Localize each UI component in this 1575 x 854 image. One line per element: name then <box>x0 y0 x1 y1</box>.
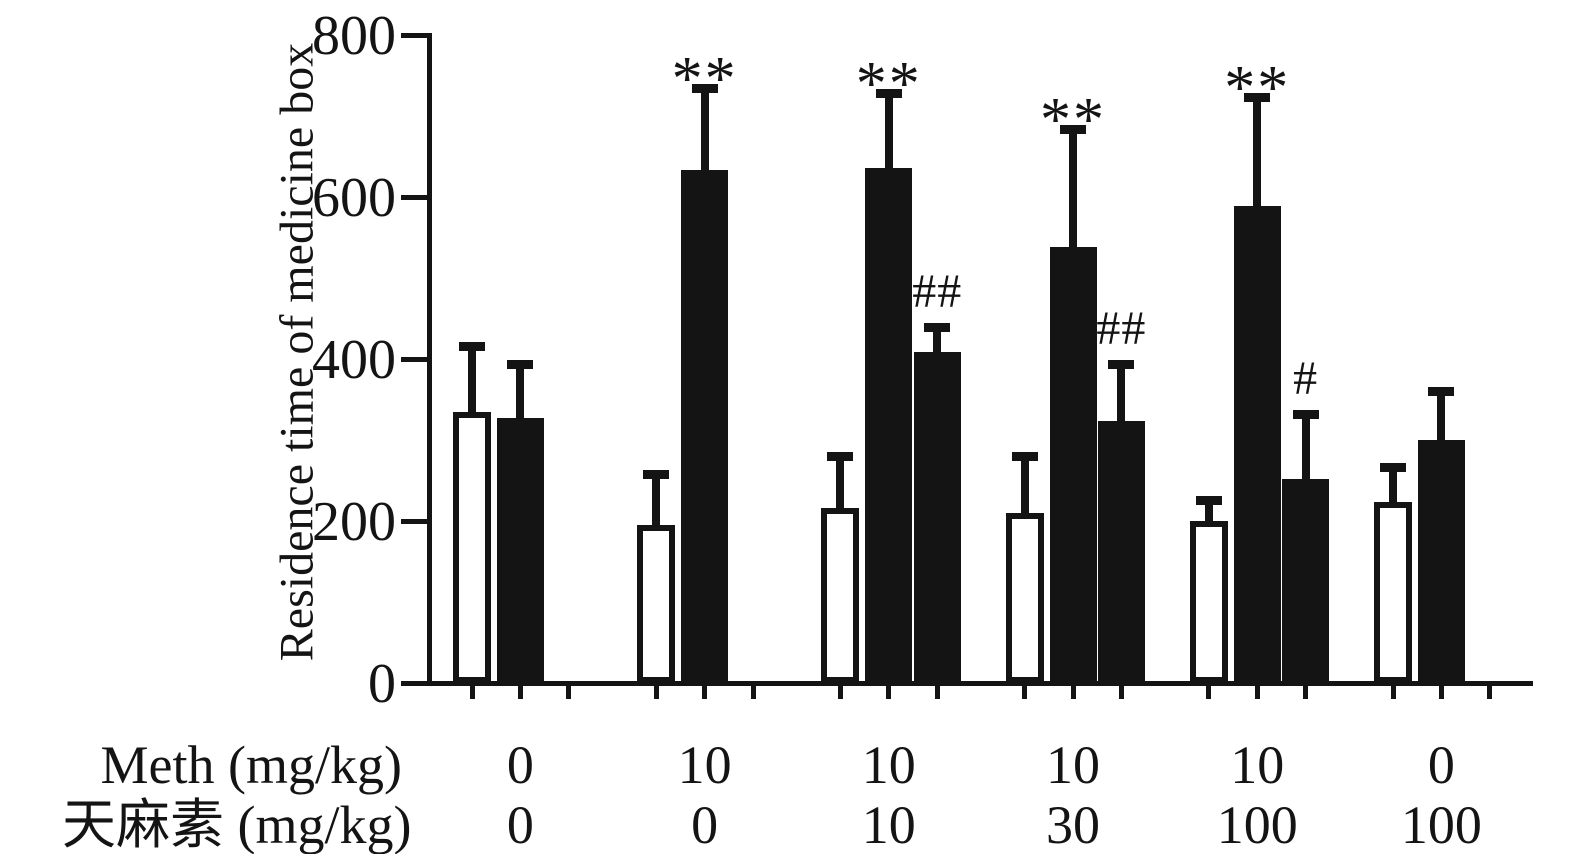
x-tick <box>886 686 892 699</box>
dose-row-label-meth: Meth (mg/kg) <box>100 735 402 795</box>
bar-solid <box>681 170 729 683</box>
bar-solid <box>1282 478 1330 683</box>
bar-solid <box>1417 440 1465 683</box>
y-tick-label: 600 <box>312 167 396 229</box>
error-bar-line <box>1069 124 1077 252</box>
error-bar-cap <box>827 452 854 462</box>
dose-value: 10 <box>861 735 916 795</box>
bar-open <box>821 508 860 683</box>
x-tick <box>1254 686 1260 699</box>
error-bar-cap <box>1292 410 1319 420</box>
y-axis-line <box>427 33 432 686</box>
dose-value: 10 <box>861 795 916 854</box>
dose-value: 10 <box>1046 735 1100 795</box>
x-tick <box>1070 686 1076 699</box>
x-tick <box>750 686 756 699</box>
bar-solid <box>496 418 544 683</box>
x-tick <box>1118 686 1124 699</box>
dose-value: 100 <box>1216 795 1298 854</box>
y-tick <box>401 194 427 200</box>
x-tick <box>1022 686 1028 699</box>
error-bar-cap <box>1108 359 1135 369</box>
y-tick <box>401 680 427 686</box>
error-bar-line <box>1020 452 1029 517</box>
error-bar-cap <box>1244 93 1271 103</box>
y-tick-label: 800 <box>312 5 396 67</box>
bar-solid <box>913 351 961 683</box>
error-bar-line <box>1437 387 1446 444</box>
bar-solid <box>1233 205 1281 683</box>
bar-solid <box>1049 247 1097 683</box>
dose-value: 0 <box>506 795 534 854</box>
dose-value: 100 <box>1400 795 1482 854</box>
bar-solid <box>865 167 913 683</box>
dose-value: 10 <box>1230 735 1285 795</box>
significance-asterisks: ** <box>1224 54 1291 123</box>
x-tick <box>837 686 843 699</box>
error-bar-cap <box>875 89 902 99</box>
error-bar-cap <box>1060 124 1086 134</box>
significance-asterisks: ** <box>855 50 922 119</box>
error-bar-cap <box>1195 495 1222 505</box>
y-tick <box>401 32 427 38</box>
error-bar-line <box>1301 410 1310 483</box>
error-bar-line <box>1204 495 1213 525</box>
x-tick <box>469 686 475 699</box>
error-bar-cap <box>691 83 718 93</box>
error-bar-line <box>468 341 476 416</box>
x-tick <box>566 686 572 699</box>
y-tick <box>401 356 427 362</box>
error-bar-line <box>1117 359 1126 426</box>
bar-open <box>453 411 491 683</box>
x-tick <box>934 686 940 699</box>
bar-solid <box>1097 421 1145 683</box>
dose-value: 0 <box>1427 735 1455 795</box>
x-tick <box>1438 686 1444 699</box>
bar-open <box>1374 502 1412 683</box>
significance-hash: ## <box>1096 301 1147 355</box>
error-bar-cap <box>507 359 534 369</box>
x-tick <box>517 686 523 699</box>
y-tick-label: 0 <box>368 653 396 715</box>
significance-asterisks: ** <box>1040 85 1106 154</box>
significance-hash: ## <box>912 265 963 319</box>
error-bar-line <box>652 469 661 530</box>
x-tick <box>1390 686 1396 699</box>
error-bar-line <box>1389 462 1397 507</box>
error-bar-line <box>700 83 709 175</box>
x-tick <box>702 686 708 699</box>
error-bar-cap <box>1011 452 1038 462</box>
x-tick <box>1487 686 1493 699</box>
error-bar-cap <box>1380 462 1406 472</box>
significance-asterisks: ** <box>671 44 738 113</box>
error-bar-line <box>933 323 942 356</box>
bar-open <box>1189 521 1228 683</box>
error-bar-line <box>516 359 525 423</box>
error-bar-cap <box>924 323 951 333</box>
x-tick <box>1206 686 1212 699</box>
error-bar-cap <box>459 341 485 351</box>
x-tick <box>1303 686 1309 699</box>
x-tick <box>653 686 659 699</box>
dose-value: 10 <box>677 735 732 795</box>
y-tick-label: 400 <box>312 329 396 391</box>
y-tick <box>401 518 427 524</box>
bar-open <box>1005 512 1044 683</box>
error-bar-line <box>884 89 893 172</box>
significance-hash: # <box>1293 352 1319 406</box>
bar-open <box>637 525 676 683</box>
error-bar-line <box>1253 93 1262 210</box>
x-axis-line <box>427 681 1533 686</box>
error-bar-line <box>836 452 845 513</box>
dose-value: 0 <box>506 735 534 795</box>
dose-value: 30 <box>1046 795 1100 854</box>
dose-row-label-gastrodin: 天麻素 (mg/kg) <box>62 795 412 854</box>
y-tick-label: 200 <box>312 491 396 553</box>
error-bar-cap <box>1428 387 1455 397</box>
dose-value: 0 <box>691 795 719 854</box>
error-bar-cap <box>643 469 670 479</box>
